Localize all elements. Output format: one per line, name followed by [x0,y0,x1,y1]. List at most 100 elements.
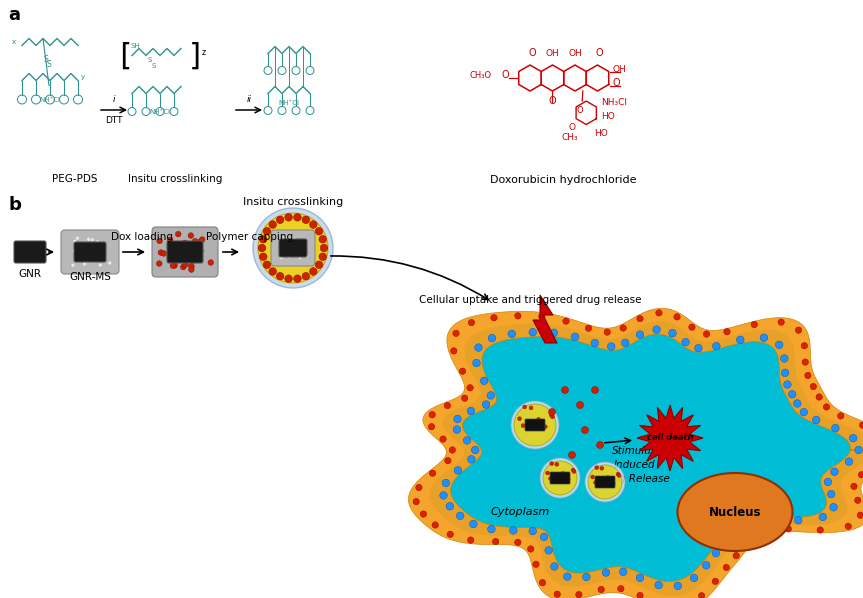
Circle shape [669,329,677,337]
Text: ii: ii [247,95,251,104]
Circle shape [509,527,517,534]
Circle shape [695,344,702,352]
Text: HO: HO [595,129,608,138]
Circle shape [468,537,474,543]
FancyBboxPatch shape [61,230,119,274]
Circle shape [189,264,194,269]
Ellipse shape [677,473,792,551]
Circle shape [611,481,615,486]
Circle shape [860,422,863,428]
Circle shape [550,462,554,466]
Circle shape [473,359,481,367]
Polygon shape [533,295,557,343]
Circle shape [600,466,604,470]
Circle shape [591,386,599,393]
Circle shape [302,273,310,280]
Circle shape [454,466,462,474]
Circle shape [471,446,479,454]
Circle shape [823,404,829,410]
Circle shape [854,497,861,504]
Text: Insitu crosslinking: Insitu crosslinking [243,197,343,207]
Circle shape [784,381,791,388]
Circle shape [102,258,106,263]
Circle shape [72,239,77,243]
Circle shape [563,318,570,324]
Text: Polymer capping: Polymer capping [206,232,293,242]
Circle shape [299,252,302,256]
Circle shape [315,261,323,269]
Circle shape [96,240,99,244]
Circle shape [637,315,643,322]
Circle shape [698,593,705,598]
Circle shape [572,469,576,474]
Circle shape [188,267,194,273]
Circle shape [721,539,728,547]
Circle shape [569,451,576,459]
Text: i: i [113,95,116,104]
Circle shape [582,426,589,434]
Circle shape [170,263,176,269]
Circle shape [299,245,303,249]
Circle shape [802,359,809,365]
Text: DTT: DTT [105,116,123,125]
Circle shape [298,255,302,260]
Circle shape [713,342,720,350]
Circle shape [290,237,294,241]
Circle shape [789,390,796,398]
Circle shape [559,474,563,478]
Circle shape [85,260,90,263]
Circle shape [733,553,740,559]
Circle shape [595,466,599,469]
Circle shape [508,330,515,338]
Circle shape [97,258,101,262]
Circle shape [781,369,789,377]
Circle shape [281,238,285,242]
Circle shape [440,436,446,443]
Circle shape [514,404,556,446]
FancyBboxPatch shape [595,476,615,488]
Circle shape [532,561,539,568]
Circle shape [463,437,471,444]
Circle shape [156,261,162,266]
Circle shape [293,275,301,282]
Circle shape [780,355,788,362]
Circle shape [585,462,625,502]
Circle shape [859,472,863,478]
Circle shape [449,447,456,453]
Text: b: b [8,196,21,214]
Circle shape [800,408,808,416]
Circle shape [712,578,719,584]
Circle shape [539,579,545,586]
Circle shape [158,250,164,255]
FancyBboxPatch shape [525,419,545,431]
Circle shape [816,394,822,400]
Circle shape [550,329,557,337]
Circle shape [77,255,80,259]
Circle shape [591,339,599,347]
Circle shape [540,458,580,498]
Text: NH₃Cl: NH₃Cl [601,98,627,107]
Circle shape [289,252,293,257]
Circle shape [566,477,570,481]
Circle shape [620,568,627,575]
FancyBboxPatch shape [74,242,106,262]
Circle shape [760,334,768,341]
Circle shape [703,331,709,337]
Circle shape [416,484,422,491]
Circle shape [71,263,75,267]
Circle shape [108,261,112,265]
Circle shape [161,251,167,257]
Circle shape [299,240,303,244]
Circle shape [596,441,603,448]
Text: cell death: cell death [646,434,693,443]
Circle shape [812,416,820,424]
Circle shape [529,328,537,336]
Circle shape [285,213,293,221]
Circle shape [304,254,308,258]
Text: O: O [528,48,536,58]
Circle shape [761,526,768,532]
Circle shape [636,331,644,338]
Circle shape [300,249,304,252]
Circle shape [636,574,644,582]
Circle shape [172,241,178,247]
